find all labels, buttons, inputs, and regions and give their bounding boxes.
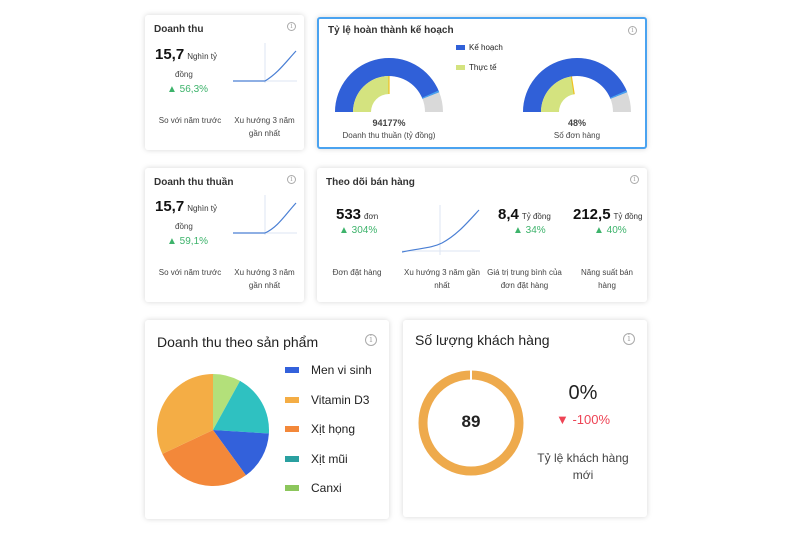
gauge-orders [523,58,631,112]
revenue-by-product-card: Doanh thu theo sản phẩm i Men vi sinh Vit… [145,320,389,519]
gauge-actual-marker [570,76,575,95]
legend-actual: Thực tế [456,63,497,72]
pie-chart [157,374,269,486]
legend-item[interactable]: Xịt họng [285,422,355,436]
gauge-revenue [335,58,443,112]
gauge-plan-marker [610,90,628,99]
legend-item[interactable]: Xịt mũi [285,452,348,466]
caption: Đơn đặt hàng [332,268,382,277]
card-title: Doanh thu [154,24,204,35]
avg-order-value: 8,4 Tỷ đồng [498,206,551,223]
gauge-label: Doanh thu thuần (tỷ đồng) [342,131,436,140]
card-title: Số lượng khách hàng [415,332,550,348]
caption: So với năm trước [158,268,222,277]
legend-label: Vitamin D3 [311,392,370,407]
legend-plan: Kế hoạch [456,43,503,52]
rate-change: ▼ -100% [555,412,611,427]
customer-count-card: Số lượng khách hàng i 89 0% ▼ -100% Tỷ l… [403,320,647,517]
card-title: Doanh thu thuần [154,177,234,188]
gauge-actual-arc [541,76,575,112]
change-value: ▲ 59,1% [167,236,209,247]
pie-slice-xịt-họng [162,430,246,486]
gauge-plan-arc [523,58,628,112]
legend-label: Men vi sinh [311,363,372,377]
new-customer-rate: 0% [568,382,598,404]
unit-text: đồng [175,222,193,231]
trend-sparkline [402,205,480,255]
legend-label: Xịt họng [311,422,356,436]
productivity-change: ▲ 40% [594,225,627,236]
legend-item[interactable]: Canxi [285,481,342,495]
caption: Năng suất bán hàng [580,268,634,290]
revenue-value: 15,7 Nghìn tỷ [155,46,217,63]
legend-item[interactable]: Vitamin D3 [285,393,369,407]
plan-completion-card: Tỷ lệ hoàn thành kế hoạch i Kế hoạch Thự… [317,17,647,149]
unit-text: đồng [175,70,193,79]
gauge-label: Số đơn hàng [553,131,601,140]
gauge-value: 48% [567,118,586,128]
gauge-actual-arc [353,76,389,112]
legend-label: Xịt mũi [311,451,348,466]
info-icon[interactable]: i [630,175,639,184]
customer-donut [418,370,524,476]
caption: So với năm trước [158,116,222,125]
legend-label: Canxi [311,481,342,495]
legend-swatch [285,485,299,491]
info-icon[interactable]: i [365,334,377,346]
revenue-card: Doanh thu i 15,7 Nghìn tỷ đồng ▲ 56,3% So… [145,15,304,150]
pie-slice-xịt-mũi [213,380,269,434]
caption: Tỷ lệ khách hàng mới [537,451,629,482]
info-icon[interactable]: i [628,26,637,35]
caption: Giá trị trung bình của đơn đặt hàng [487,268,562,290]
orders-change: ▲ 304% [339,225,378,236]
pie-slice-vitamin-d3 [157,374,213,454]
legend-swatch [285,367,299,373]
legend-item[interactable]: Men vi sinh [285,363,372,377]
net-revenue-value: 15,7 Nghìn tỷ [155,198,217,215]
pie-slice-canxi [213,374,240,430]
card-title: Tỷ lệ hoàn thành kế hoạch [328,25,454,36]
trend-sparkline [233,195,297,235]
customer-count: 89 [461,412,481,431]
gauge-plan-marker [422,90,440,99]
legend-swatch [285,426,299,432]
orders-value: 533 đơn [336,206,379,223]
gauge-value: 94177% [372,118,406,128]
pie-slice-men-vi-sinh [213,430,269,476]
caption: Xu hướng 3 năm gần nhất [404,268,480,290]
gauge-plan-arc [335,58,440,112]
avg-change: ▲ 34% [513,225,546,236]
card-title: Doanh thu theo sản phẩm [157,334,319,350]
productivity-value: 212,5 Tỷ đồng [573,206,643,223]
info-icon[interactable]: i [623,333,635,345]
legend-swatch [285,455,299,462]
caption: Xu hướng 3 năm gần nhất [234,268,295,290]
trend-sparkline [233,43,297,83]
change-value: ▲ 56,3% [167,84,209,95]
caption: Xu hướng 3 năm gần nhất [234,116,295,138]
card-title: Theo dõi bán hàng [326,177,415,188]
info-icon[interactable]: i [287,175,296,184]
info-icon[interactable]: i [287,22,296,31]
sales-tracking-card: Theo dõi bán hàng i 533 đơn ▲ 304% Đơn đặ… [317,168,647,302]
net-revenue-card: Doanh thu thuần i 15,7 Nghìn tỷ đồng ▲ 59… [145,168,304,302]
legend-swatch [285,396,299,403]
